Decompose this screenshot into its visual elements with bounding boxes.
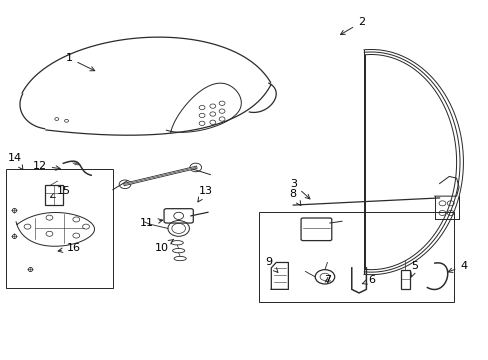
Text: 1: 1 — [65, 53, 95, 71]
Text: 10: 10 — [154, 239, 173, 253]
Bar — [259, 212, 453, 302]
Text: 13: 13 — [198, 186, 212, 202]
Text: 2: 2 — [340, 17, 365, 35]
Text: 11: 11 — [140, 218, 163, 228]
Text: 4: 4 — [447, 261, 467, 273]
Text: 3: 3 — [289, 179, 309, 199]
Text: 7: 7 — [323, 275, 330, 285]
Text: 16: 16 — [58, 243, 81, 253]
Bar — [5, 169, 113, 288]
Text: 12: 12 — [33, 161, 60, 171]
Text: 9: 9 — [265, 257, 277, 273]
Text: 15: 15 — [50, 186, 71, 198]
Text: 8: 8 — [289, 189, 300, 206]
Text: 14: 14 — [8, 153, 23, 170]
Bar — [44, 185, 63, 205]
Bar — [400, 270, 409, 289]
Text: 6: 6 — [362, 275, 374, 285]
Text: 5: 5 — [410, 261, 418, 277]
